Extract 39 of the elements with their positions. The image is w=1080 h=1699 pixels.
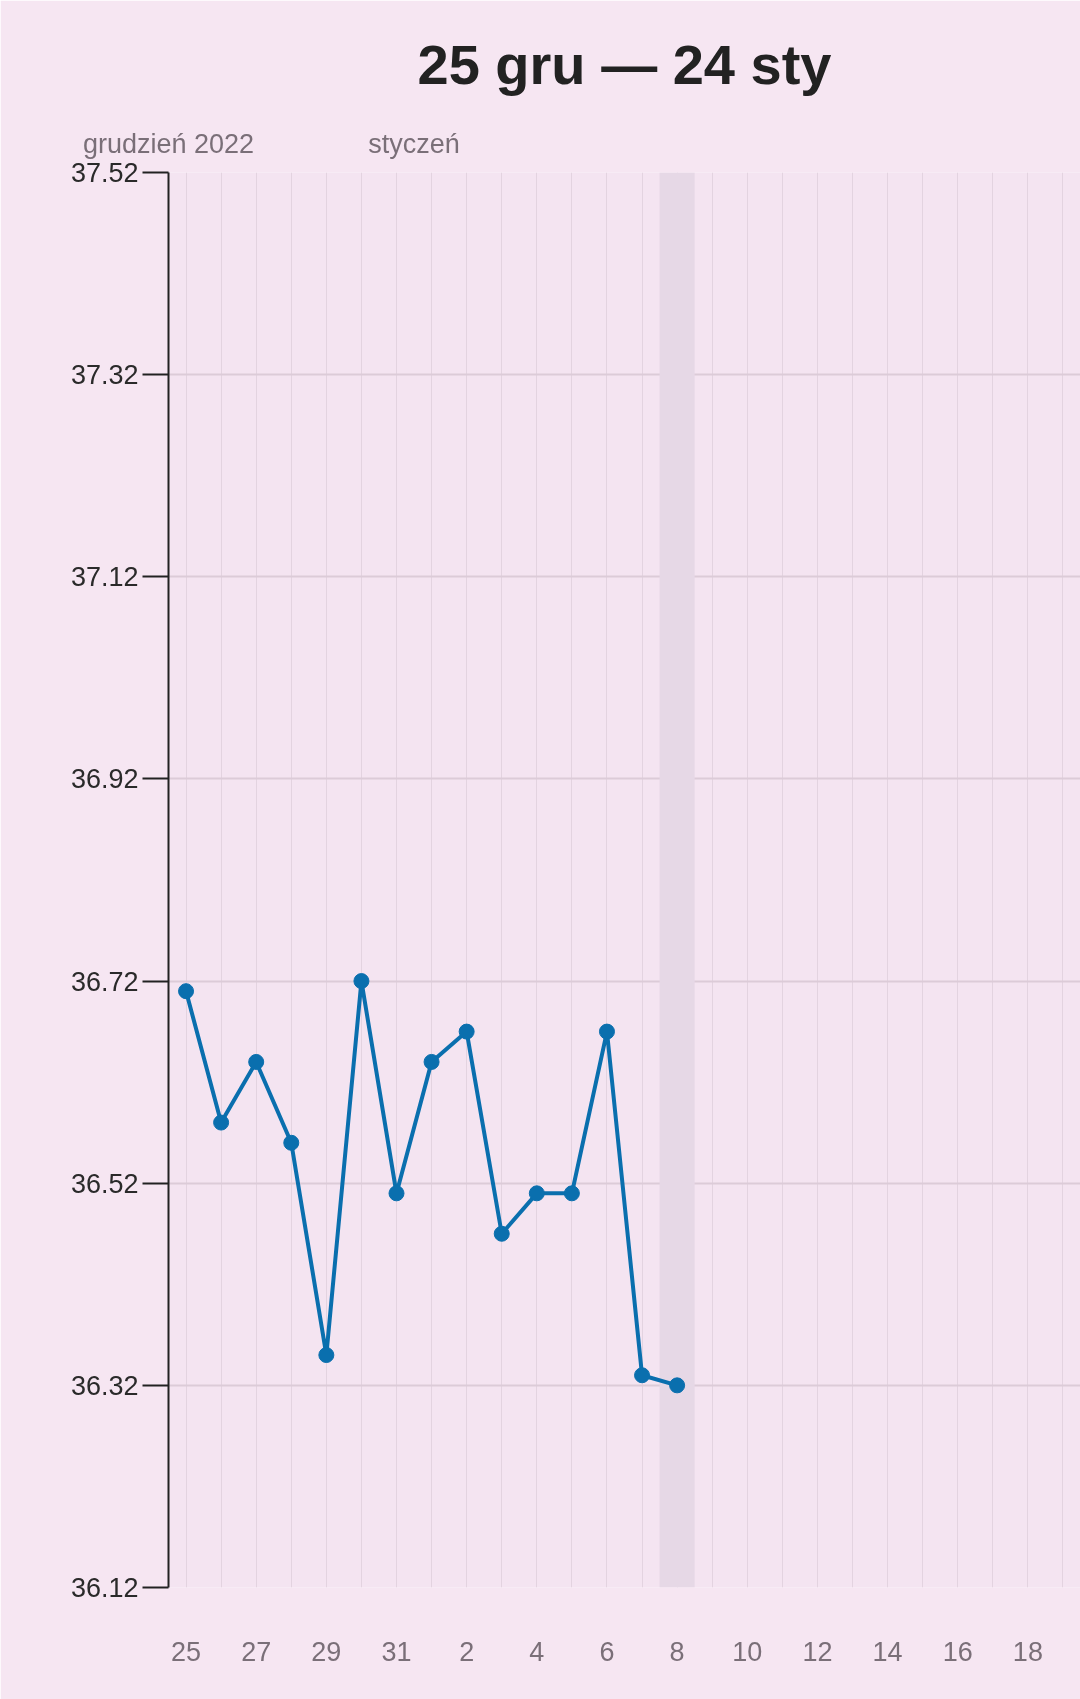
y-tick-label: 37.12 [70,562,139,593]
x-tick-label: 27 [241,1636,272,1667]
point [669,1377,686,1394]
point [458,1023,475,1040]
x-tick-label: 14 [872,1636,903,1667]
point [213,1114,230,1131]
y-tick-label: 36.52 [70,1168,139,1199]
point [353,973,370,990]
point [493,1225,510,1242]
point [528,1185,545,1202]
x-tick-label: 29 [311,1636,342,1667]
point [634,1367,651,1384]
x-tick-label: 10 [732,1636,763,1667]
point [248,1053,265,1070]
x-tick-label: 6 [599,1636,615,1667]
point [283,1134,300,1151]
point [318,1347,335,1364]
text: styczeń [368,128,460,159]
point [563,1185,580,1202]
point [388,1185,405,1202]
point [178,983,195,1000]
x-tick-label: 25 [171,1636,202,1667]
y-tick-label: 36.72 [70,966,139,997]
x-tick-label: 31 [381,1636,412,1667]
x-tick-label: 8 [669,1636,685,1667]
y-tick-label: 36.32 [70,1370,139,1401]
y-tick-label: 37.32 [70,360,139,391]
y-tick-label: 37.52 [70,158,139,188]
x-tick-label: 18 [1012,1636,1043,1667]
point [598,1023,615,1040]
chart-title: 25 gru — 24 sty [417,32,832,96]
y-tick-label: 36.12 [70,1573,139,1603]
x-tick-label: 4 [529,1636,545,1667]
x-tick-label: 2 [459,1636,475,1667]
x-tick-label: 16 [942,1636,973,1667]
point [423,1053,440,1070]
y-tick-label: 36.92 [70,764,139,795]
x-tick-label: 12 [802,1636,833,1667]
text: grudzień 2022 [82,128,255,159]
